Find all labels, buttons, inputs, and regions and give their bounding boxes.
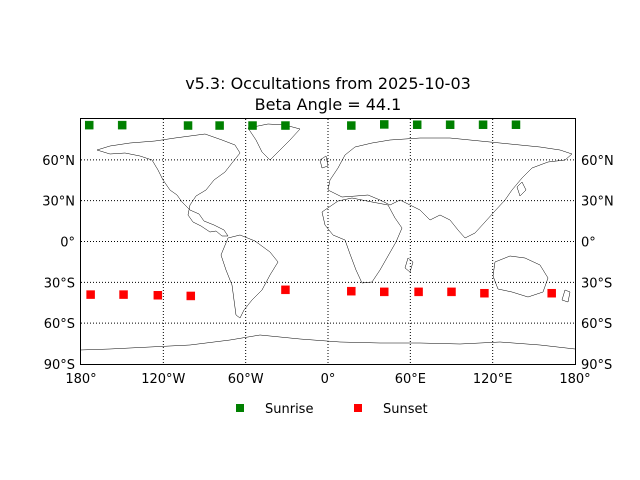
world-map (79, 118, 576, 365)
x-tick-label: 60°E (395, 372, 426, 387)
sunrise-marker (380, 120, 389, 129)
sunset-marker (547, 288, 556, 298)
lat-lon-grid (81, 119, 575, 364)
x-tick-label: 0° (321, 372, 336, 387)
y-tick-label-right: 30°S (581, 276, 612, 291)
legend-label-sunrise: Sunrise (265, 402, 313, 417)
sunrise-marker (445, 120, 455, 129)
sunset-marker (186, 291, 196, 301)
y-tick-label-right: 30°N (581, 195, 614, 210)
sunrise-marker (511, 120, 521, 129)
sunset-marker (119, 290, 128, 299)
y-tick-label-left: 90°S (44, 358, 75, 373)
sunrise-marker (215, 121, 224, 130)
x-tick-labels: 180° 120°W 60°W 0° 60°E 120°E 180° (65, 372, 590, 387)
y-tick-label-left: 60°N (42, 154, 75, 169)
greenland-coastline (247, 123, 301, 161)
legend-label-sunset: Sunset (383, 402, 428, 417)
y-tick-label-right: 0° (581, 236, 596, 251)
sunset-marker (347, 286, 356, 296)
north-america-coastline (96, 133, 241, 237)
y-tick-label-right: 60°S (581, 317, 612, 332)
africa-coastline (321, 197, 403, 284)
south-america-coastline (220, 234, 279, 319)
x-tick-label: 120°E (473, 372, 513, 387)
legend: Sunrise Sunset (236, 402, 428, 417)
sunrise-marker (478, 120, 488, 129)
y-tick-label-right: 60°N (581, 154, 614, 169)
antarctica-coastline (79, 334, 576, 351)
chart-title-line1: v5.3: Occultations from 2025-10-03 (185, 74, 471, 93)
occultation-markers (84, 120, 556, 301)
y-tick-label-left: 60°S (44, 317, 75, 332)
sunrise-marker (84, 120, 94, 130)
y-tick-label-left: 30°N (42, 195, 75, 210)
sunset-marker (480, 288, 489, 298)
island-outlines (319, 155, 571, 303)
y-tick-labels-left: 60°N 30°N 0° 30°S 60°S 90°S (42, 154, 75, 373)
australia-coastline (492, 255, 549, 298)
x-tick-label: 180° (559, 372, 590, 387)
eurasia-coastline (327, 137, 573, 239)
legend-marker-sunset (354, 404, 362, 412)
sunrise-marker (347, 121, 356, 130)
chart-title-line2: Beta Angle = 44.1 (255, 95, 402, 114)
x-tick-label: 60°W (228, 372, 264, 387)
map-border (80, 118, 576, 365)
x-tick-label: 120°W (141, 372, 185, 387)
sunrise-marker (248, 121, 257, 130)
sunset-marker (380, 287, 389, 297)
sunrise-marker (281, 121, 290, 130)
legend-marker-sunrise (236, 404, 244, 412)
sunset-marker (447, 287, 456, 297)
sunrise-marker (117, 120, 127, 130)
sunset-marker (414, 287, 423, 297)
sunset-marker (281, 285, 290, 295)
x-tick-label: 180° (65, 372, 96, 387)
sunset-marker (86, 290, 95, 299)
y-tick-label-left: 0° (60, 236, 75, 251)
sunrise-marker (183, 121, 193, 130)
sunset-marker (153, 291, 163, 300)
y-tick-labels-right: 60°N 30°N 0° 30°S 60°S 90°S (581, 154, 614, 373)
y-tick-label-right: 90°S (581, 358, 612, 373)
y-tick-label-left: 30°S (44, 276, 75, 291)
sunrise-marker (412, 120, 422, 129)
